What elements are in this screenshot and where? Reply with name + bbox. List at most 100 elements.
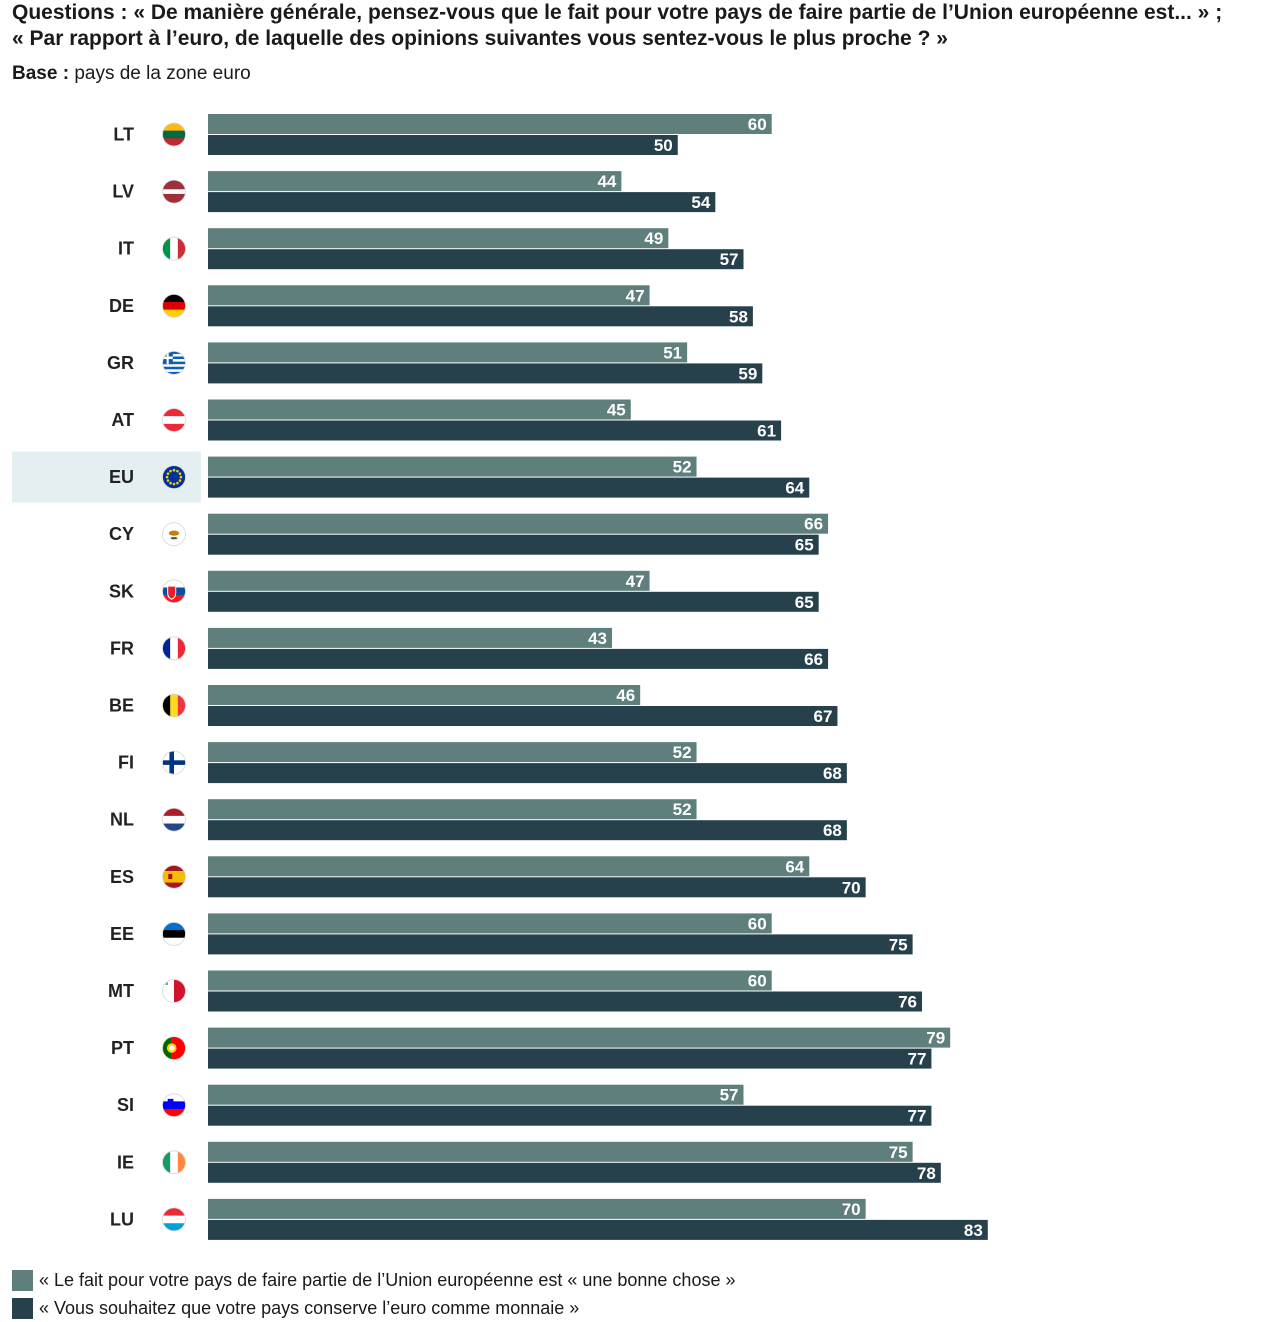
finland-flag-icon <box>162 750 186 775</box>
category-label-si: SI <box>117 1095 134 1115</box>
value-label-series1-fr: 43 <box>588 629 607 648</box>
bar-series1-at <box>208 399 631 420</box>
value-label-series1-ee: 60 <box>748 914 767 933</box>
category-label-nl: NL <box>110 810 134 830</box>
bar-series2-es <box>208 877 866 898</box>
value-label-series1-lt: 60 <box>748 115 767 134</box>
ireland-flag-icon <box>162 1150 186 1175</box>
austria-flag-icon <box>162 408 186 432</box>
estonia-flag-icon <box>162 922 186 946</box>
bar-series2-ie <box>208 1162 941 1183</box>
chart-header: Questions : « De manière générale, pense… <box>12 0 1262 86</box>
value-label-series2-nl: 68 <box>823 821 842 840</box>
legend: « Le fait pour votre pays de faire parti… <box>12 1266 735 1322</box>
bar-series2-si <box>208 1105 932 1126</box>
category-label-lu: LU <box>110 1209 134 1229</box>
category-label-lv: LV <box>112 182 134 202</box>
value-label-series2-lu: 83 <box>964 1221 983 1240</box>
bar-series1-es <box>208 856 810 877</box>
spain-flag-icon <box>162 864 186 889</box>
value-label-series2-it: 57 <box>720 250 739 269</box>
category-label-it: IT <box>118 239 134 259</box>
bar-series2-fr <box>208 648 829 669</box>
category-label-mt: MT <box>108 981 134 1001</box>
bar-series1-mt <box>208 970 772 991</box>
belgium-flag-icon <box>162 693 186 718</box>
bar-series2-lv <box>208 192 716 213</box>
value-label-series1-cy: 66 <box>804 515 823 534</box>
category-label-sk: SK <box>109 581 134 601</box>
latvia-flag-icon <box>162 179 186 204</box>
value-label-series1-sk: 47 <box>626 572 645 591</box>
netherlands-flag-icon <box>162 807 186 832</box>
bar-series1-lt <box>208 114 772 134</box>
value-label-series1-es: 64 <box>785 857 804 876</box>
category-label-ee: EE <box>110 924 134 944</box>
value-label-series1-eu: 52 <box>673 458 692 477</box>
value-label-series2-de: 58 <box>729 307 748 326</box>
value-label-series1-ie: 75 <box>889 1143 908 1162</box>
bar-series1-de <box>208 285 650 306</box>
bar-series1-cy <box>208 513 829 534</box>
value-label-series2-si: 77 <box>907 1107 926 1126</box>
luxembourg-flag-icon <box>162 1207 186 1232</box>
bar-series1-si <box>208 1084 744 1105</box>
value-label-series2-eu: 64 <box>785 479 804 498</box>
base-label: Base : <box>12 63 70 84</box>
value-label-series2-es: 70 <box>842 878 861 897</box>
base-line: Base : pays de la zone euro <box>12 62 1262 86</box>
legend-item-series1: « Le fait pour votre pays de faire parti… <box>12 1266 735 1294</box>
questions-line-2: « Par rapport à l’euro, de laquelle des … <box>12 26 1262 52</box>
bar-series2-fi <box>208 763 847 784</box>
legend-label-series2: « Vous souhaitez que votre pays conserve… <box>39 1297 580 1318</box>
value-label-series1-de: 47 <box>626 286 645 305</box>
bar-series1-ie <box>208 1141 913 1162</box>
questions-text-1: « De manière générale, pensez-vous que l… <box>133 1 1223 24</box>
bar-series2-eu <box>208 477 810 498</box>
value-label-series1-at: 45 <box>607 401 626 420</box>
questions-label: Questions : <box>12 1 128 24</box>
value-label-series2-ie: 78 <box>917 1164 936 1183</box>
germany-flag-icon <box>162 293 186 318</box>
value-label-series1-lv: 44 <box>597 172 616 191</box>
value-label-series1-fi: 52 <box>673 743 692 762</box>
bar-series2-pt <box>208 1048 932 1069</box>
legend-label-series1: « Le fait pour votre pays de faire parti… <box>39 1269 736 1290</box>
value-label-series1-be: 46 <box>616 686 635 705</box>
bar-series2-cy <box>208 534 819 555</box>
category-label-gr: GR <box>107 353 134 373</box>
slovakia-flag-icon <box>162 579 186 604</box>
value-label-series2-ee: 75 <box>889 935 908 954</box>
legend-swatch-series1 <box>12 1269 33 1291</box>
value-label-series2-lv: 54 <box>691 193 710 212</box>
bar-series2-it <box>208 249 744 270</box>
value-label-series1-lu: 70 <box>842 1200 861 1219</box>
eu-flag-icon <box>162 465 186 490</box>
value-label-series2-pt: 77 <box>907 1050 926 1069</box>
value-label-series2-mt: 76 <box>898 993 917 1012</box>
value-label-series2-be: 67 <box>814 707 833 726</box>
malta-flag-icon <box>162 979 186 1003</box>
bar-series1-sk <box>208 570 650 591</box>
base-value: pays de la zone euro <box>74 63 251 84</box>
value-label-series2-at: 61 <box>757 422 776 441</box>
bar-series1-pt <box>208 1027 951 1048</box>
italy-flag-icon <box>162 236 186 261</box>
questions-line-1: Questions : « De manière générale, pense… <box>12 0 1262 26</box>
france-flag-icon <box>162 636 186 661</box>
category-label-de: DE <box>109 296 134 316</box>
portugal-flag-icon <box>162 1036 186 1060</box>
bar-series2-mt <box>208 991 923 1012</box>
bar-series2-ee <box>208 934 913 955</box>
category-label-be: BE <box>109 696 134 716</box>
questions-text-2: « Par rapport à l’euro, de laquelle des … <box>12 27 948 50</box>
bar-series1-it <box>208 228 669 249</box>
bar-series1-lv <box>208 171 622 192</box>
category-label-fi: FI <box>118 753 134 773</box>
value-label-series2-fi: 68 <box>823 764 842 783</box>
legend-item-series2: « Vous souhaitez que votre pays conserve… <box>12 1294 735 1322</box>
bar-series1-ee <box>208 913 772 934</box>
bar-series2-lt <box>208 135 678 155</box>
value-label-series2-sk: 65 <box>795 593 814 612</box>
category-label-ie: IE <box>117 1152 134 1172</box>
